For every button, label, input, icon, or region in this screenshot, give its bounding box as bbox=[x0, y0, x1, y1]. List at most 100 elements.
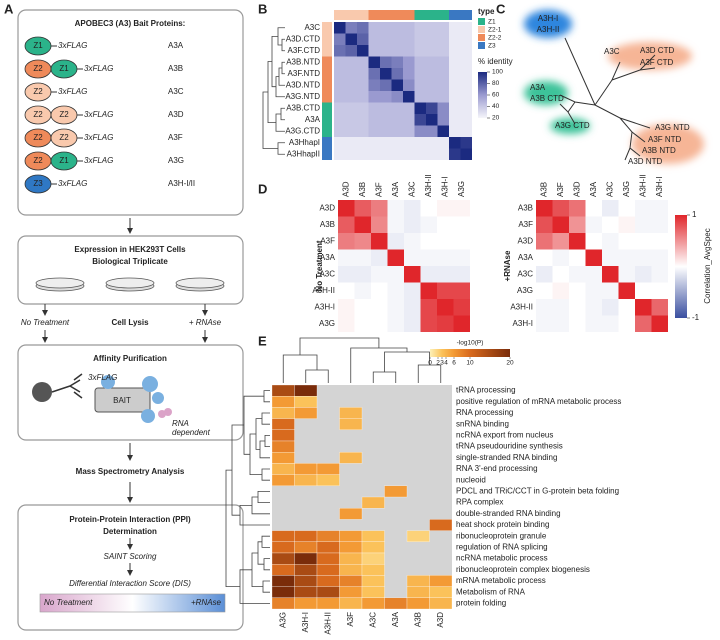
heatmap-cell bbox=[453, 315, 470, 332]
heatmap-cell bbox=[403, 91, 415, 103]
heatmap-cell bbox=[585, 233, 602, 250]
heatmap-cell bbox=[651, 216, 668, 233]
column-type bbox=[391, 10, 403, 20]
heatmap-cell bbox=[357, 33, 369, 45]
heatmap-cell bbox=[437, 125, 449, 137]
column-label: A3F bbox=[374, 182, 383, 197]
heatmap-cell bbox=[602, 200, 619, 217]
column-label: A3A bbox=[391, 611, 400, 627]
colorbar-tick-label: 100 bbox=[492, 69, 503, 76]
row-type bbox=[322, 45, 332, 57]
step-label: Mass Spectrometry Analysis bbox=[76, 467, 185, 476]
heatmap-cell bbox=[437, 56, 449, 68]
column-type bbox=[334, 10, 346, 20]
heatmap-cell bbox=[414, 102, 426, 114]
heatmap-cell bbox=[368, 79, 380, 91]
construct-name: A3H-I/II bbox=[168, 179, 195, 188]
heatmap-cell bbox=[380, 102, 392, 114]
heatmap-cell bbox=[552, 315, 569, 332]
heatmap-cell bbox=[345, 79, 357, 91]
heatmap-cell bbox=[380, 114, 392, 126]
row-label: A3B bbox=[320, 220, 335, 229]
heatmap-cell bbox=[334, 68, 346, 80]
heatmap-cell bbox=[354, 233, 371, 250]
heatmap-cell bbox=[387, 282, 404, 299]
dis-gradient bbox=[39, 593, 226, 613]
heatmap-cell bbox=[271, 440, 295, 453]
row-label: nucleoid bbox=[456, 475, 486, 484]
column-label: A3B bbox=[539, 182, 548, 197]
heatmap-cell bbox=[585, 249, 602, 266]
heatmap-cell bbox=[449, 45, 461, 57]
heatmap-cell bbox=[338, 216, 355, 233]
column-type bbox=[403, 10, 415, 20]
heatmap-cell bbox=[552, 249, 569, 266]
heatmap-cell bbox=[585, 315, 602, 332]
column-label: A3D bbox=[436, 612, 445, 628]
row-label: A3C bbox=[304, 23, 320, 32]
heatmap-cell bbox=[357, 102, 369, 114]
heatmap-cell bbox=[651, 249, 668, 266]
heatmap-cell bbox=[420, 282, 437, 299]
heatmap-cell bbox=[361, 541, 385, 554]
heatmap-cell bbox=[339, 452, 363, 464]
heatmap-cell bbox=[316, 575, 340, 587]
column-label: A3H-II bbox=[638, 174, 647, 197]
heatmap-cell bbox=[536, 315, 553, 332]
column-label: A3F bbox=[346, 612, 355, 627]
heatmap-cell bbox=[357, 56, 369, 68]
heatmap-cell bbox=[391, 114, 403, 126]
heatmap-cell bbox=[294, 575, 318, 587]
row-label: A3F.NTD bbox=[288, 69, 321, 78]
heatmap-cell bbox=[387, 200, 404, 217]
heatmap-cell bbox=[294, 552, 318, 565]
box-title: Protein-Protein Interaction (PPI) bbox=[69, 515, 191, 524]
heatmap-cell bbox=[404, 266, 421, 283]
heatmap-cell bbox=[294, 586, 318, 598]
heatmap-cell bbox=[294, 564, 318, 576]
heatmap-cell bbox=[368, 91, 380, 103]
panel-label: D bbox=[258, 181, 267, 196]
heatmap-cell bbox=[635, 216, 652, 233]
heatmap-cell bbox=[437, 114, 449, 126]
panel-label: B bbox=[258, 1, 267, 16]
heatmap-cell bbox=[271, 384, 295, 397]
heatmap-cell bbox=[602, 233, 619, 250]
heatmap-cell bbox=[357, 79, 369, 91]
box-title: Determination bbox=[103, 527, 157, 536]
heatmap-cell bbox=[354, 249, 371, 266]
heatmap-cell bbox=[453, 282, 470, 299]
row-label: RNA processing bbox=[456, 408, 513, 417]
heatmap-cell bbox=[387, 266, 404, 283]
heatmap-cell bbox=[569, 216, 586, 233]
heatmap-cell bbox=[569, 282, 586, 299]
colorbar-tick-label: 1 bbox=[692, 210, 697, 219]
construct-name: A3A bbox=[168, 41, 184, 50]
heatmap-cell bbox=[426, 45, 438, 57]
panel-d: No Treatment +RNAse Correlation_AvgSpec … bbox=[312, 174, 712, 332]
heatmap-cell bbox=[371, 282, 388, 299]
heatmap-cell bbox=[453, 233, 470, 250]
heatmap-cell bbox=[339, 586, 363, 598]
heatmap-cell bbox=[429, 586, 453, 598]
heatmap-cell bbox=[414, 22, 426, 34]
box-title: Expression in HEK293T Cells bbox=[74, 245, 186, 254]
heatmap-cell bbox=[651, 299, 668, 316]
row-label: A3B.CTD bbox=[286, 103, 320, 112]
column-type bbox=[449, 10, 461, 20]
row-label: mRNA metabolic process bbox=[456, 576, 546, 585]
row-label: snRNA binding bbox=[456, 419, 509, 428]
heatmap-cell bbox=[339, 575, 363, 587]
colorbar-tick-label: 2 bbox=[436, 360, 440, 367]
heatmap-cell bbox=[339, 508, 363, 520]
heatmap-cell bbox=[391, 91, 403, 103]
heatmap-cell bbox=[437, 148, 449, 160]
heatmap-cell bbox=[361, 597, 385, 610]
heatmap-cell bbox=[361, 530, 385, 542]
row-label: A3A bbox=[320, 253, 336, 262]
colorbar-tick-label: 20 bbox=[492, 115, 500, 122]
tag-label: 3xFLAG bbox=[58, 41, 87, 50]
colorbar bbox=[675, 215, 687, 318]
row-label: heat shock protein binding bbox=[456, 520, 549, 529]
heatmap-cell bbox=[345, 125, 357, 137]
